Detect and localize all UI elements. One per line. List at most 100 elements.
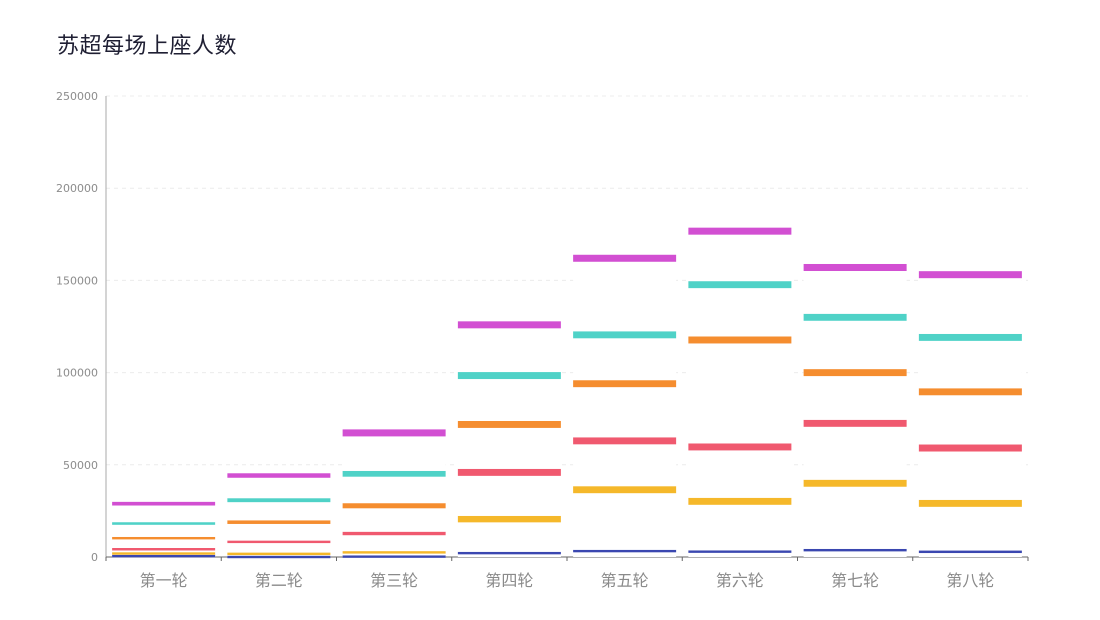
x-tick-label: 第四轮 (485, 571, 533, 590)
bars (112, 227, 1022, 559)
bar-segment-top (803, 419, 907, 427)
bar-segment (112, 522, 216, 537)
bar-segment (573, 380, 677, 438)
bar-segment-top (112, 547, 216, 551)
bar-segment-top (803, 263, 907, 271)
bar-segment (573, 437, 677, 487)
bar-segment-top (918, 388, 1022, 396)
bar-segment (457, 372, 561, 421)
bar-segment-top (688, 227, 792, 235)
y-tick-label: 100000 (56, 367, 98, 380)
bar-segment-top (803, 548, 907, 552)
bar-segment-top (573, 486, 677, 494)
bar-segment-top (112, 536, 216, 540)
bar-segment-top (803, 369, 907, 377)
bar-segment-top (227, 520, 331, 524)
bar-segment (112, 536, 216, 548)
bar-segment (803, 263, 907, 314)
chart-title: 苏超每场上座人数 (57, 34, 238, 59)
bar-segment (688, 227, 792, 282)
x-tick-label: 第二轮 (255, 571, 303, 590)
bar-segment-top (918, 550, 1022, 554)
bar-segment (688, 443, 792, 498)
bar-segment-top (918, 499, 1022, 507)
bar-segment-top (573, 549, 677, 553)
bar-segment-top (918, 271, 1022, 279)
x-tick-label: 第六轮 (716, 571, 764, 590)
bar-segment-top (112, 552, 216, 555)
y-tick-label: 150000 (56, 274, 98, 287)
bar-segment (918, 444, 1022, 500)
bar-segment-top (457, 372, 561, 380)
x-tick-label: 第一轮 (140, 571, 188, 590)
x-tick-label: 第三轮 (370, 571, 418, 590)
y-tick-label: 250000 (56, 90, 98, 103)
bar-segment-top (457, 515, 561, 523)
bar-segment (457, 420, 561, 469)
bar-segment (457, 321, 561, 373)
bar-segment-top (342, 503, 446, 509)
bar-segment (688, 497, 792, 551)
bar-segment (573, 331, 677, 381)
bar-segment (918, 333, 1022, 389)
bar-segment (918, 271, 1022, 334)
bar-segment (112, 501, 216, 523)
bar-segment-top (803, 479, 907, 487)
bar-segment-top (918, 444, 1022, 452)
bar-segment-top (688, 336, 792, 344)
bar-segment-top (688, 281, 792, 289)
bar-segment-top (457, 468, 561, 476)
y-tick-label: 200000 (56, 182, 98, 195)
bar-segment (573, 486, 677, 550)
bar-segment (918, 388, 1022, 445)
bar-segment (803, 548, 907, 557)
x-tick-label: 第八轮 (946, 571, 994, 590)
bar-segment (227, 520, 331, 541)
bar-segment-top (688, 443, 792, 451)
bar-segment (803, 369, 907, 420)
bar-segment (918, 499, 1022, 551)
bar-segment (457, 468, 561, 516)
bar-segment-top (227, 552, 331, 556)
bar-segment-top (112, 554, 216, 558)
bar-segment-top (918, 333, 1022, 341)
bar-segment (918, 550, 1022, 557)
x-tick-label: 第七轮 (831, 571, 879, 590)
bar-segment-top (457, 420, 561, 428)
bar-segment-top (227, 540, 331, 544)
bar-segment-top (342, 470, 446, 477)
bar-segment-top (342, 551, 446, 554)
x-tick-label: 第五轮 (601, 571, 649, 590)
y-tick-label: 0 (91, 551, 98, 564)
bar-segment (803, 479, 907, 549)
bar-segment-top (112, 522, 216, 525)
bar-segment-top (342, 555, 446, 558)
bar-segment-top (457, 551, 561, 555)
bar-segment-top (457, 321, 561, 329)
bar-segment (227, 498, 331, 521)
bar-segment-top (803, 313, 907, 321)
bar-segment (803, 313, 907, 370)
bar-segment (688, 281, 792, 337)
bar-segment (573, 549, 677, 557)
bar-segment-top (227, 555, 331, 559)
bar-segment-top (573, 254, 677, 262)
bar-segment (573, 254, 677, 332)
bar-segment (457, 551, 561, 557)
y-tick-label: 50000 (63, 459, 98, 472)
tick-labels: 0 50000 100000 150000 200000 250000 第一轮 第二轮 第三轮 第… (56, 90, 994, 590)
bar-segment (227, 540, 331, 553)
bar-segment-top (688, 497, 792, 505)
bar-segment-top (342, 531, 446, 536)
bar-segment (688, 550, 792, 557)
bar-segment-top (573, 380, 677, 388)
bar-segment (342, 531, 446, 552)
bar-segment (803, 419, 907, 480)
bar-segment-top (342, 429, 446, 437)
bar-segment-top (227, 498, 331, 503)
bar-segment-top (573, 437, 677, 445)
bar-segment-top (227, 473, 331, 478)
bar-segment (688, 336, 792, 444)
bar-segment-top (112, 501, 216, 506)
